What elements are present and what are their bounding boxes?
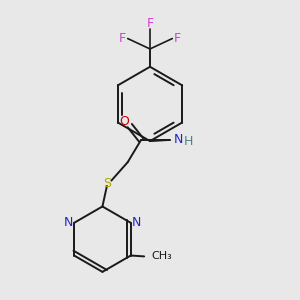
- Text: S: S: [103, 177, 112, 190]
- Text: O: O: [119, 115, 129, 128]
- Text: F: F: [119, 32, 126, 45]
- Text: F: F: [174, 32, 181, 45]
- Text: H: H: [184, 135, 193, 148]
- Text: N: N: [64, 216, 74, 229]
- Text: CH₃: CH₃: [152, 251, 172, 261]
- Text: F: F: [146, 17, 154, 30]
- Text: N: N: [131, 216, 141, 229]
- Text: N: N: [174, 133, 183, 146]
